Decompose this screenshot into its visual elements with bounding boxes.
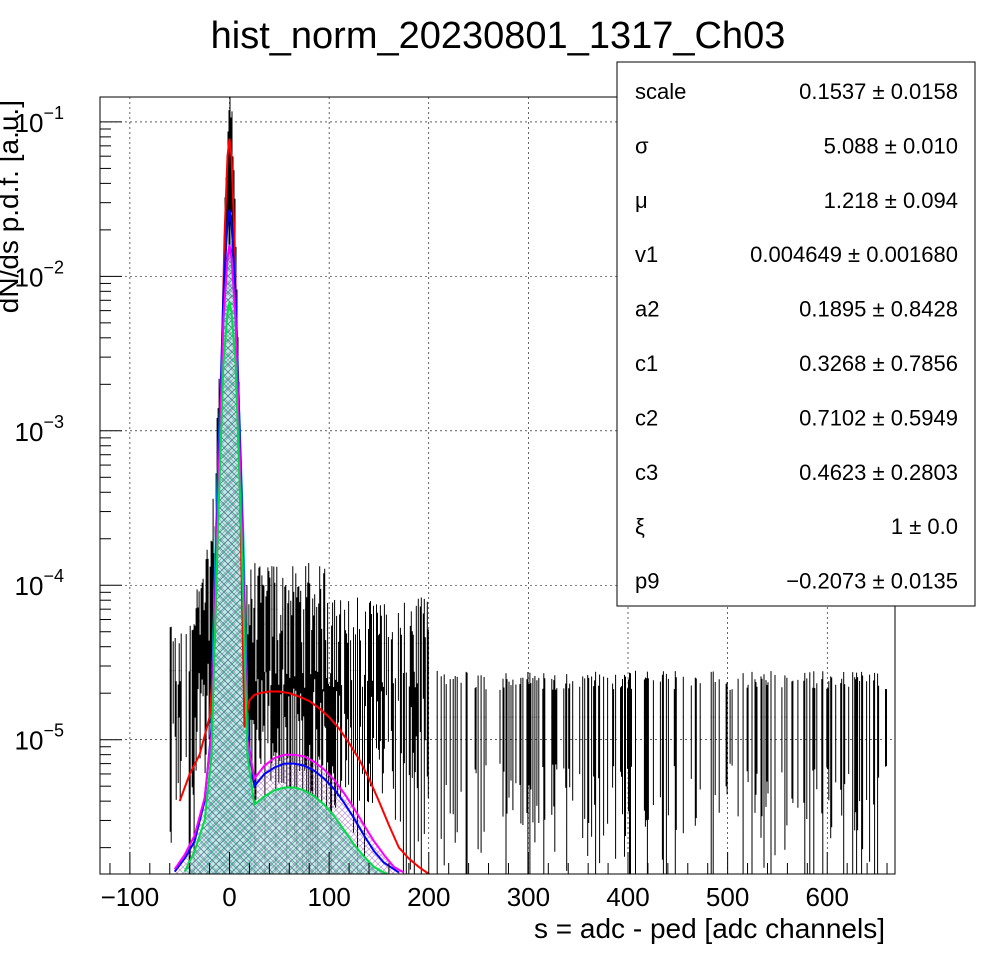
fit-curves	[173, 138, 430, 874]
stat-value: −0.2073 ± 0.0135	[786, 569, 958, 594]
x-tick-label: 100	[307, 882, 350, 912]
x-axis-label: s = adc - ped [adc channels]	[534, 913, 885, 944]
stat-value: 0.1895 ± 0.8428	[799, 297, 958, 322]
stat-value: 0.3268 ± 0.7856	[799, 351, 958, 376]
stat-label: c3	[635, 460, 658, 485]
stat-label: scale	[635, 79, 686, 104]
y-tick-label: 10−3	[15, 412, 64, 447]
x-ticks: −100 0 100 200 300 400 500 600	[101, 852, 888, 912]
stat-value: 5.088 ± 0.010	[824, 133, 958, 158]
x-tick-label: −100	[101, 882, 160, 912]
stat-label: μ	[635, 188, 648, 213]
stat-value: 1 ± 0.0	[891, 514, 958, 539]
x-tick-label: 500	[706, 882, 749, 912]
component-band	[174, 244, 404, 874]
stat-label: c2	[635, 405, 658, 430]
stat-label: p9	[635, 569, 659, 594]
stat-value: 0.1537 ± 0.0158	[799, 79, 958, 104]
y-tick-label: 10−5	[15, 721, 64, 756]
x-tick-label: 200	[407, 882, 450, 912]
x-tick-label: 300	[507, 882, 550, 912]
y-ticks: 10−5 10−4 10−3 10−2 10−1	[15, 103, 122, 849]
y-axis-label: dN/ds p.d.f. [a.u.]	[0, 100, 24, 313]
stats-box: scale 0.1537 ± 0.0158 σ 5.088 ± 0.010 μ 1.218…	[616, 61, 976, 607]
y-tick-label: 10−1	[15, 103, 64, 138]
chart-title: hist_norm_20230801_1317_Ch03	[211, 15, 786, 57]
y-tick-label: 10−4	[15, 566, 64, 601]
stat-value: 0.7102 ± 0.5949	[799, 405, 958, 430]
x-tick-label: 0	[222, 882, 236, 912]
stat-label: ξ	[635, 514, 645, 539]
stat-label: v1	[635, 242, 658, 267]
y-tick-label: 10−2	[15, 257, 64, 292]
stat-value: 1.218 ± 0.094	[824, 188, 958, 213]
x-tick-label: 400	[606, 882, 649, 912]
stat-value: 0.004649 ± 0.001680	[750, 242, 958, 267]
stat-label: a2	[635, 297, 659, 322]
stat-label: σ	[635, 133, 649, 158]
x-tick-label: 600	[806, 882, 849, 912]
stat-label: c1	[635, 351, 658, 376]
stats-box-frame	[616, 61, 976, 607]
fit-curve	[183, 302, 388, 874]
stat-value: 0.4623 ± 0.2803	[799, 460, 958, 485]
